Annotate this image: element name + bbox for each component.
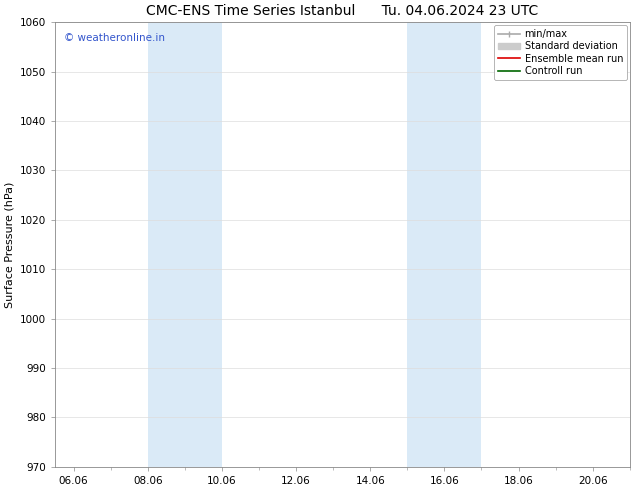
Legend: min/max, Standard deviation, Ensemble mean run, Controll run: min/max, Standard deviation, Ensemble me… [495, 25, 627, 80]
Bar [407, 22, 481, 467]
Y-axis label: Surface Pressure (hPa): Surface Pressure (hPa) [4, 181, 14, 308]
Title: CMC-ENS Time Series Istanbul      Tu. 04.06.2024 23 UTC: CMC-ENS Time Series Istanbul Tu. 04.06.2… [146, 4, 538, 18]
Bar [148, 22, 222, 467]
Text: © weatheronline.in: © weatheronline.in [63, 33, 165, 43]
